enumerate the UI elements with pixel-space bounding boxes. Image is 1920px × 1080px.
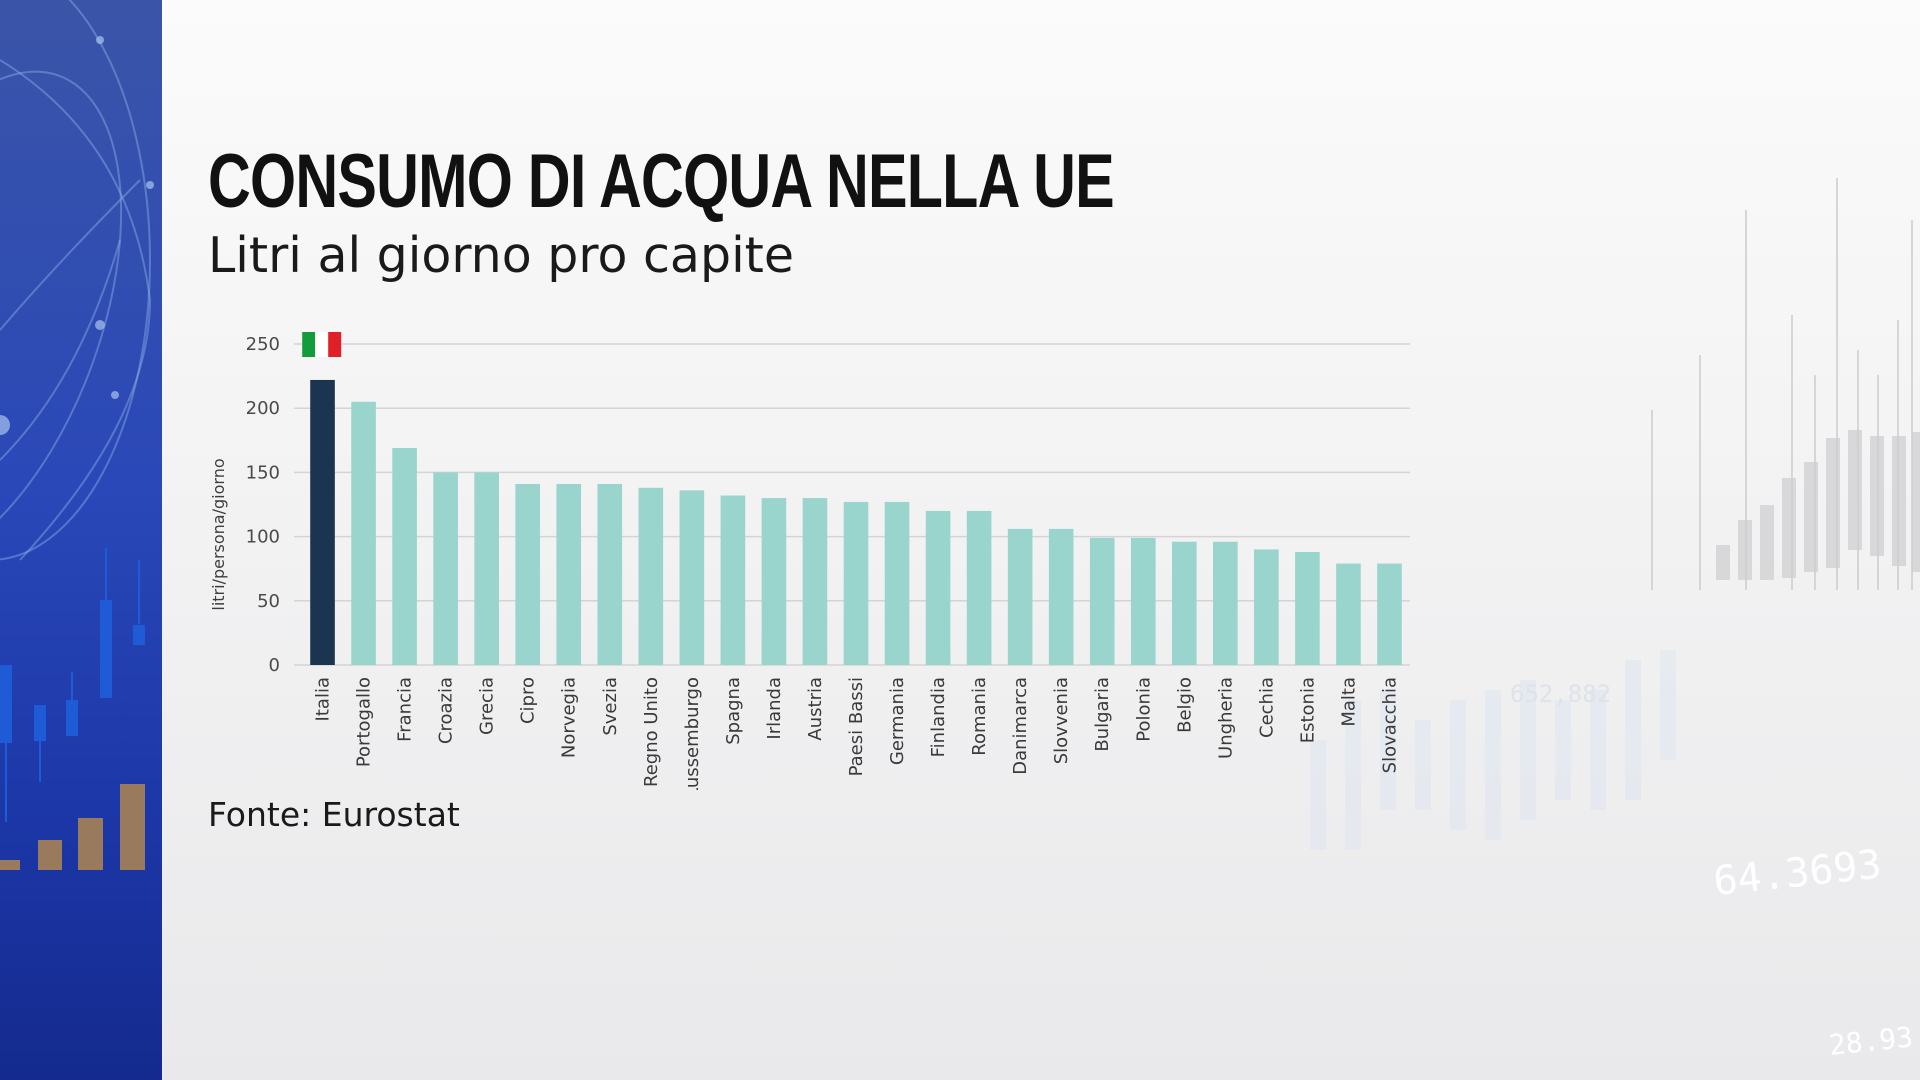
bar-estonia (1295, 552, 1320, 665)
globe-network-icon (0, 0, 154, 870)
bar-cipro (515, 483, 541, 665)
bar-chart: 0 50 100 150 200 250 litri/persona/giorno Ita… (209, 332, 1410, 790)
y-tick-label: 250 (246, 334, 280, 355)
x-tick-label: Paesi Bassi (846, 677, 867, 776)
x-tick-label: Slovvenia (1051, 677, 1072, 764)
x-tick-label: Danimarca (1010, 677, 1031, 775)
x-tick-label: Slovacchia (1379, 677, 1400, 773)
x-tick-label: Austria (805, 677, 826, 741)
y-axis-label: litri/persona/giorno (209, 458, 228, 610)
source-note: Fonte: Eurostat (208, 795, 460, 834)
x-tick-label: Portogallo (354, 677, 375, 767)
bar-belgio (1171, 541, 1197, 665)
bar-francia (392, 448, 417, 665)
bar-grecia (474, 472, 499, 665)
x-tick-label: Francia (395, 677, 416, 742)
x-tick-label: Grecia (477, 677, 498, 735)
bar-norvegia (556, 483, 582, 665)
y-tick-label: 100 (246, 527, 280, 548)
bar-cechia (1254, 549, 1279, 665)
y-axis-ticks: 0 50 100 150 200 250 (246, 334, 280, 676)
bar-malta (1336, 563, 1361, 665)
bars (310, 379, 1402, 665)
x-tick-label: Ungheria (1215, 677, 1236, 759)
bar-bulgaria (1089, 537, 1115, 665)
x-tick-label: Lussemburgo (682, 677, 703, 790)
background-number: 28.93 (1827, 1020, 1914, 1062)
x-tick-label: Cechia (1256, 677, 1277, 738)
bar-svezia (597, 483, 623, 665)
bar-ungheria (1213, 541, 1238, 665)
bar-slovvenia (1048, 528, 1074, 665)
x-tick-label: Belgio (1174, 677, 1195, 733)
background-number: 652,882 (1510, 680, 1611, 708)
x-tick-label: Finlandia (928, 677, 949, 757)
bar-polonia (1130, 537, 1156, 665)
bar-spagna (720, 495, 746, 665)
bar-regno-unito (638, 487, 664, 665)
x-tick-label: Estonia (1297, 677, 1318, 743)
x-tick-label: Malta (1338, 677, 1359, 727)
y-tick-label: 0 (269, 655, 280, 676)
bar-paesi-bassi (843, 501, 869, 665)
bar-danimarca (1007, 528, 1033, 665)
bar-lussemburgo (679, 490, 705, 665)
bar-austria (802, 498, 828, 665)
bar-croazia (433, 472, 458, 665)
x-tick-label: Polonia (1133, 677, 1154, 742)
x-tick-label: Spagna (723, 677, 744, 745)
x-tick-label: Regno Unito (641, 677, 662, 787)
bar-irlanda (761, 498, 787, 665)
x-axis-labels: Italia Portogallo Francia Croazia Grecia Cipr… (313, 677, 1401, 790)
x-tick-label: Germania (887, 677, 908, 765)
x-tick-label: Croazia (436, 677, 457, 744)
x-tick-label: Norvegia (559, 677, 580, 758)
bar-italia (310, 379, 335, 665)
background-number: 64.3693 (1711, 842, 1883, 905)
left-decorative-panel (0, 0, 162, 1080)
x-tick-label: Italia (313, 677, 334, 721)
page-title: CONSUMO DI ACQUA NELLA UE (208, 139, 1115, 224)
x-tick-label: Cipro (518, 677, 539, 724)
bar-portogallo (351, 401, 376, 665)
italy-flag-icon (302, 332, 342, 357)
x-tick-label: Irlanda (764, 677, 785, 740)
x-tick-label: Romania (969, 677, 990, 756)
y-tick-label: 200 (246, 398, 280, 419)
bar-germania (884, 501, 910, 665)
page-subtitle: Litri al giorno pro capite (208, 227, 795, 284)
bar-slovacchia (1377, 563, 1402, 665)
bar-finlandia (925, 510, 951, 665)
y-tick-label: 50 (257, 591, 280, 612)
y-tick-label: 150 (246, 462, 280, 483)
bar-romania (966, 510, 992, 665)
x-tick-label: Bulgaria (1092, 677, 1113, 752)
x-tick-label: Svezia (600, 677, 621, 736)
